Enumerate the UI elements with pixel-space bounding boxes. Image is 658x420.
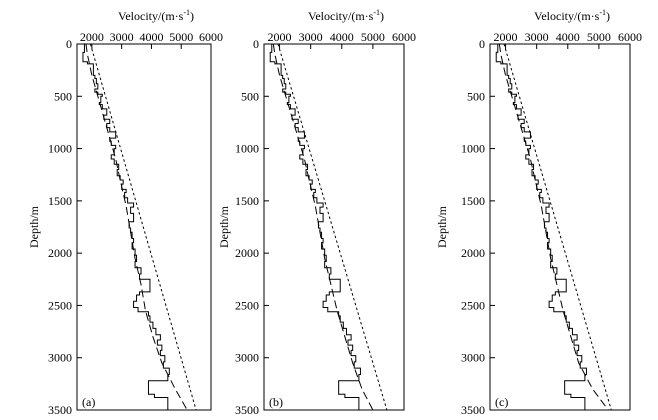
- y-tick-label: 3000: [48, 351, 72, 365]
- y-tick-label: 2000: [48, 246, 72, 260]
- series-line-dashed: [498, 43, 609, 411]
- chart-panel-3: 2000 3000 4000 5000 6000 0 500 1000 1500 2000 2500…: [435, 8, 642, 417]
- y-tick-label: 2500: [461, 298, 485, 312]
- x-axis-title: Velocity/(m·s-1): [308, 8, 384, 23]
- x-axis-title-main: Velocity/(m·s: [534, 9, 600, 23]
- x-tick-label: 2000: [494, 30, 518, 44]
- y-axis-title: Depth/m: [27, 205, 41, 248]
- y-tick-label: 500: [54, 89, 72, 103]
- chart-panel-1: 2000 3000 4000 5000 6000 0 500 1000 1500 2000 2500…: [27, 8, 223, 417]
- x-tick-label: 6000: [618, 30, 642, 44]
- plot-frame: [489, 43, 631, 411]
- y-axis-title: Depth/m: [435, 205, 449, 248]
- y-tick-label: 2000: [461, 246, 485, 260]
- series-line-dotted: [89, 43, 197, 411]
- x-tick-label: 4000: [556, 30, 580, 44]
- x-tick-label: 3000: [299, 30, 323, 44]
- panel-label: (c): [495, 395, 508, 409]
- x-axis-title-superscript: -1: [183, 8, 190, 17]
- series-line-dashed: [85, 43, 188, 411]
- x-tick-label: 2000: [80, 30, 104, 44]
- x-tick-label: 3000: [525, 30, 549, 44]
- x-axis-title: Velocity/(m·s-1): [534, 8, 610, 23]
- y-tick-label: 1500: [235, 194, 259, 208]
- panel-label: (a): [82, 395, 95, 409]
- y-tick-label: 3500: [235, 403, 259, 417]
- series-line-dotted: [503, 43, 612, 411]
- series-line-dashed: [272, 43, 374, 411]
- y-tick-label: 1500: [461, 194, 485, 208]
- x-tick-label: 5000: [169, 30, 193, 44]
- x-tick-label: 6000: [392, 30, 416, 44]
- x-tick-label: 4000: [330, 30, 354, 44]
- plot-frame: [76, 43, 212, 411]
- y-tick-label: 500: [467, 89, 485, 103]
- y-tick-label: 1000: [461, 142, 485, 156]
- y-tick-label: 2500: [235, 298, 259, 312]
- x-tick-label: 5000: [587, 30, 611, 44]
- y-tick-label: 3000: [235, 351, 259, 365]
- y-axis-title: Depth/m: [217, 205, 231, 248]
- y-tick-label: 3000: [461, 351, 485, 365]
- plot-frame: [263, 43, 405, 411]
- x-tick-label: 2000: [268, 30, 292, 44]
- y-tick-label: 1000: [235, 142, 259, 156]
- series-line-solid: [82, 44, 170, 410]
- y-tick-label: 0: [253, 37, 259, 51]
- y-tick-label: 3500: [461, 403, 485, 417]
- panel-label: (b): [269, 395, 283, 409]
- chart-panel-2: 2000 3000 4000 5000 6000 0 500 1000 1500 2000 2500…: [217, 8, 416, 417]
- x-axis-title-close: ): [606, 9, 610, 23]
- y-tick-label: 500: [241, 89, 259, 103]
- series-line-solid: [495, 44, 587, 410]
- x-axis-title-main: Velocity/(m·s: [118, 9, 184, 23]
- y-tick-label: 0: [66, 37, 72, 51]
- x-axis-title-superscript: -1: [373, 8, 380, 17]
- y-tick-label: 1000: [48, 142, 72, 156]
- x-axis-title-superscript: -1: [599, 8, 606, 17]
- y-tick-label: 3500: [48, 403, 72, 417]
- y-tick-label: 2000: [235, 246, 259, 260]
- x-tick-label: 5000: [361, 30, 385, 44]
- x-tick-label: 4000: [139, 30, 163, 44]
- x-axis-title-close: ): [190, 9, 194, 23]
- series-line-solid: [269, 44, 361, 410]
- x-axis-title-main: Velocity/(m·s: [308, 9, 374, 23]
- y-tick-label: 2500: [48, 298, 72, 312]
- y-tick-label: 1500: [48, 194, 72, 208]
- y-tick-label: 0: [479, 37, 485, 51]
- x-axis-title: Velocity/(m·s-1): [118, 8, 194, 23]
- series-line-dotted: [277, 43, 388, 411]
- x-tick-label: 3000: [110, 30, 134, 44]
- x-tick-label: 6000: [199, 30, 223, 44]
- x-axis-title-close: ): [380, 9, 384, 23]
